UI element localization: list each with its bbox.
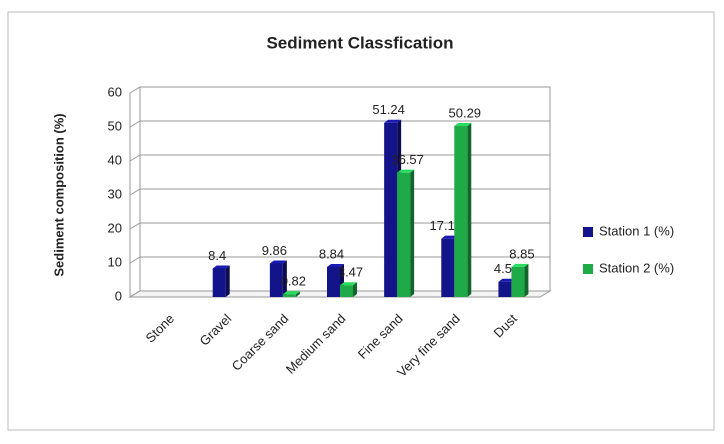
bar-face: [327, 266, 340, 297]
bar: [269, 260, 287, 297]
bar-face: [410, 169, 415, 297]
bar-face: [353, 282, 357, 297]
bar-face: [397, 172, 411, 297]
bar-face: [212, 268, 226, 297]
bar-face: [397, 169, 415, 173]
bar: [340, 282, 357, 297]
chart-title: Sediment Classfication: [266, 33, 453, 52]
y-tick-label: 20: [108, 220, 122, 235]
bar: [282, 291, 300, 297]
data-label: 0.82: [281, 274, 306, 289]
bar-face: [282, 260, 287, 297]
bar-face: [340, 282, 357, 286]
y-tick-label: 10: [108, 254, 122, 269]
bar: [454, 123, 472, 297]
bar: [397, 169, 415, 297]
bar-face: [282, 294, 296, 297]
y-tick-label: 40: [108, 152, 122, 167]
bar-face: [511, 266, 525, 297]
data-label: 8.84: [319, 246, 344, 261]
legend-label: Station 2 (%): [599, 260, 674, 275]
data-label: 4.5: [494, 261, 512, 276]
data-label: 3.47: [338, 265, 363, 280]
bar: [212, 265, 230, 297]
legend-swatch: [583, 227, 593, 237]
y-tick-label: 50: [108, 118, 122, 133]
bar-face: [524, 263, 529, 297]
legend-swatch: [583, 264, 593, 274]
bar-face: [511, 263, 529, 267]
y-axis-label: Sediment composition (%): [51, 113, 66, 276]
bar-face: [467, 123, 472, 297]
data-label: 9.86: [262, 243, 287, 258]
bar-face: [454, 123, 472, 127]
bar-face: [269, 263, 283, 297]
bar-face: [441, 235, 459, 239]
y-tick-label: 30: [108, 186, 122, 201]
grid-line: [129, 120, 550, 128]
data-label: 17.16: [430, 218, 463, 233]
bar-face: [441, 238, 455, 297]
bar-face: [498, 278, 516, 282]
grid-line: [129, 86, 550, 94]
bar-face: [384, 122, 398, 297]
bar-face: [384, 119, 402, 123]
bar-face: [212, 265, 230, 269]
y-tick-label: 0: [115, 288, 122, 303]
bar-face: [225, 265, 230, 297]
y-tick-label: 60: [108, 84, 122, 99]
bar-face: [340, 285, 353, 297]
data-label: 36.57: [391, 152, 424, 167]
bar-face: [498, 281, 512, 297]
bar-face: [282, 291, 300, 295]
bar-face: [454, 126, 468, 297]
data-label: 8.85: [509, 246, 534, 261]
bar-face: [327, 263, 344, 267]
data-label: 8.4: [208, 248, 226, 263]
data-label: 51.24: [372, 102, 405, 117]
grid-line: [129, 154, 550, 162]
legend-label: Station 1 (%): [599, 223, 674, 238]
bar-face: [269, 260, 287, 264]
data-label: 50.29: [449, 105, 482, 120]
bar-face: [295, 291, 300, 297]
bar: [511, 263, 529, 297]
